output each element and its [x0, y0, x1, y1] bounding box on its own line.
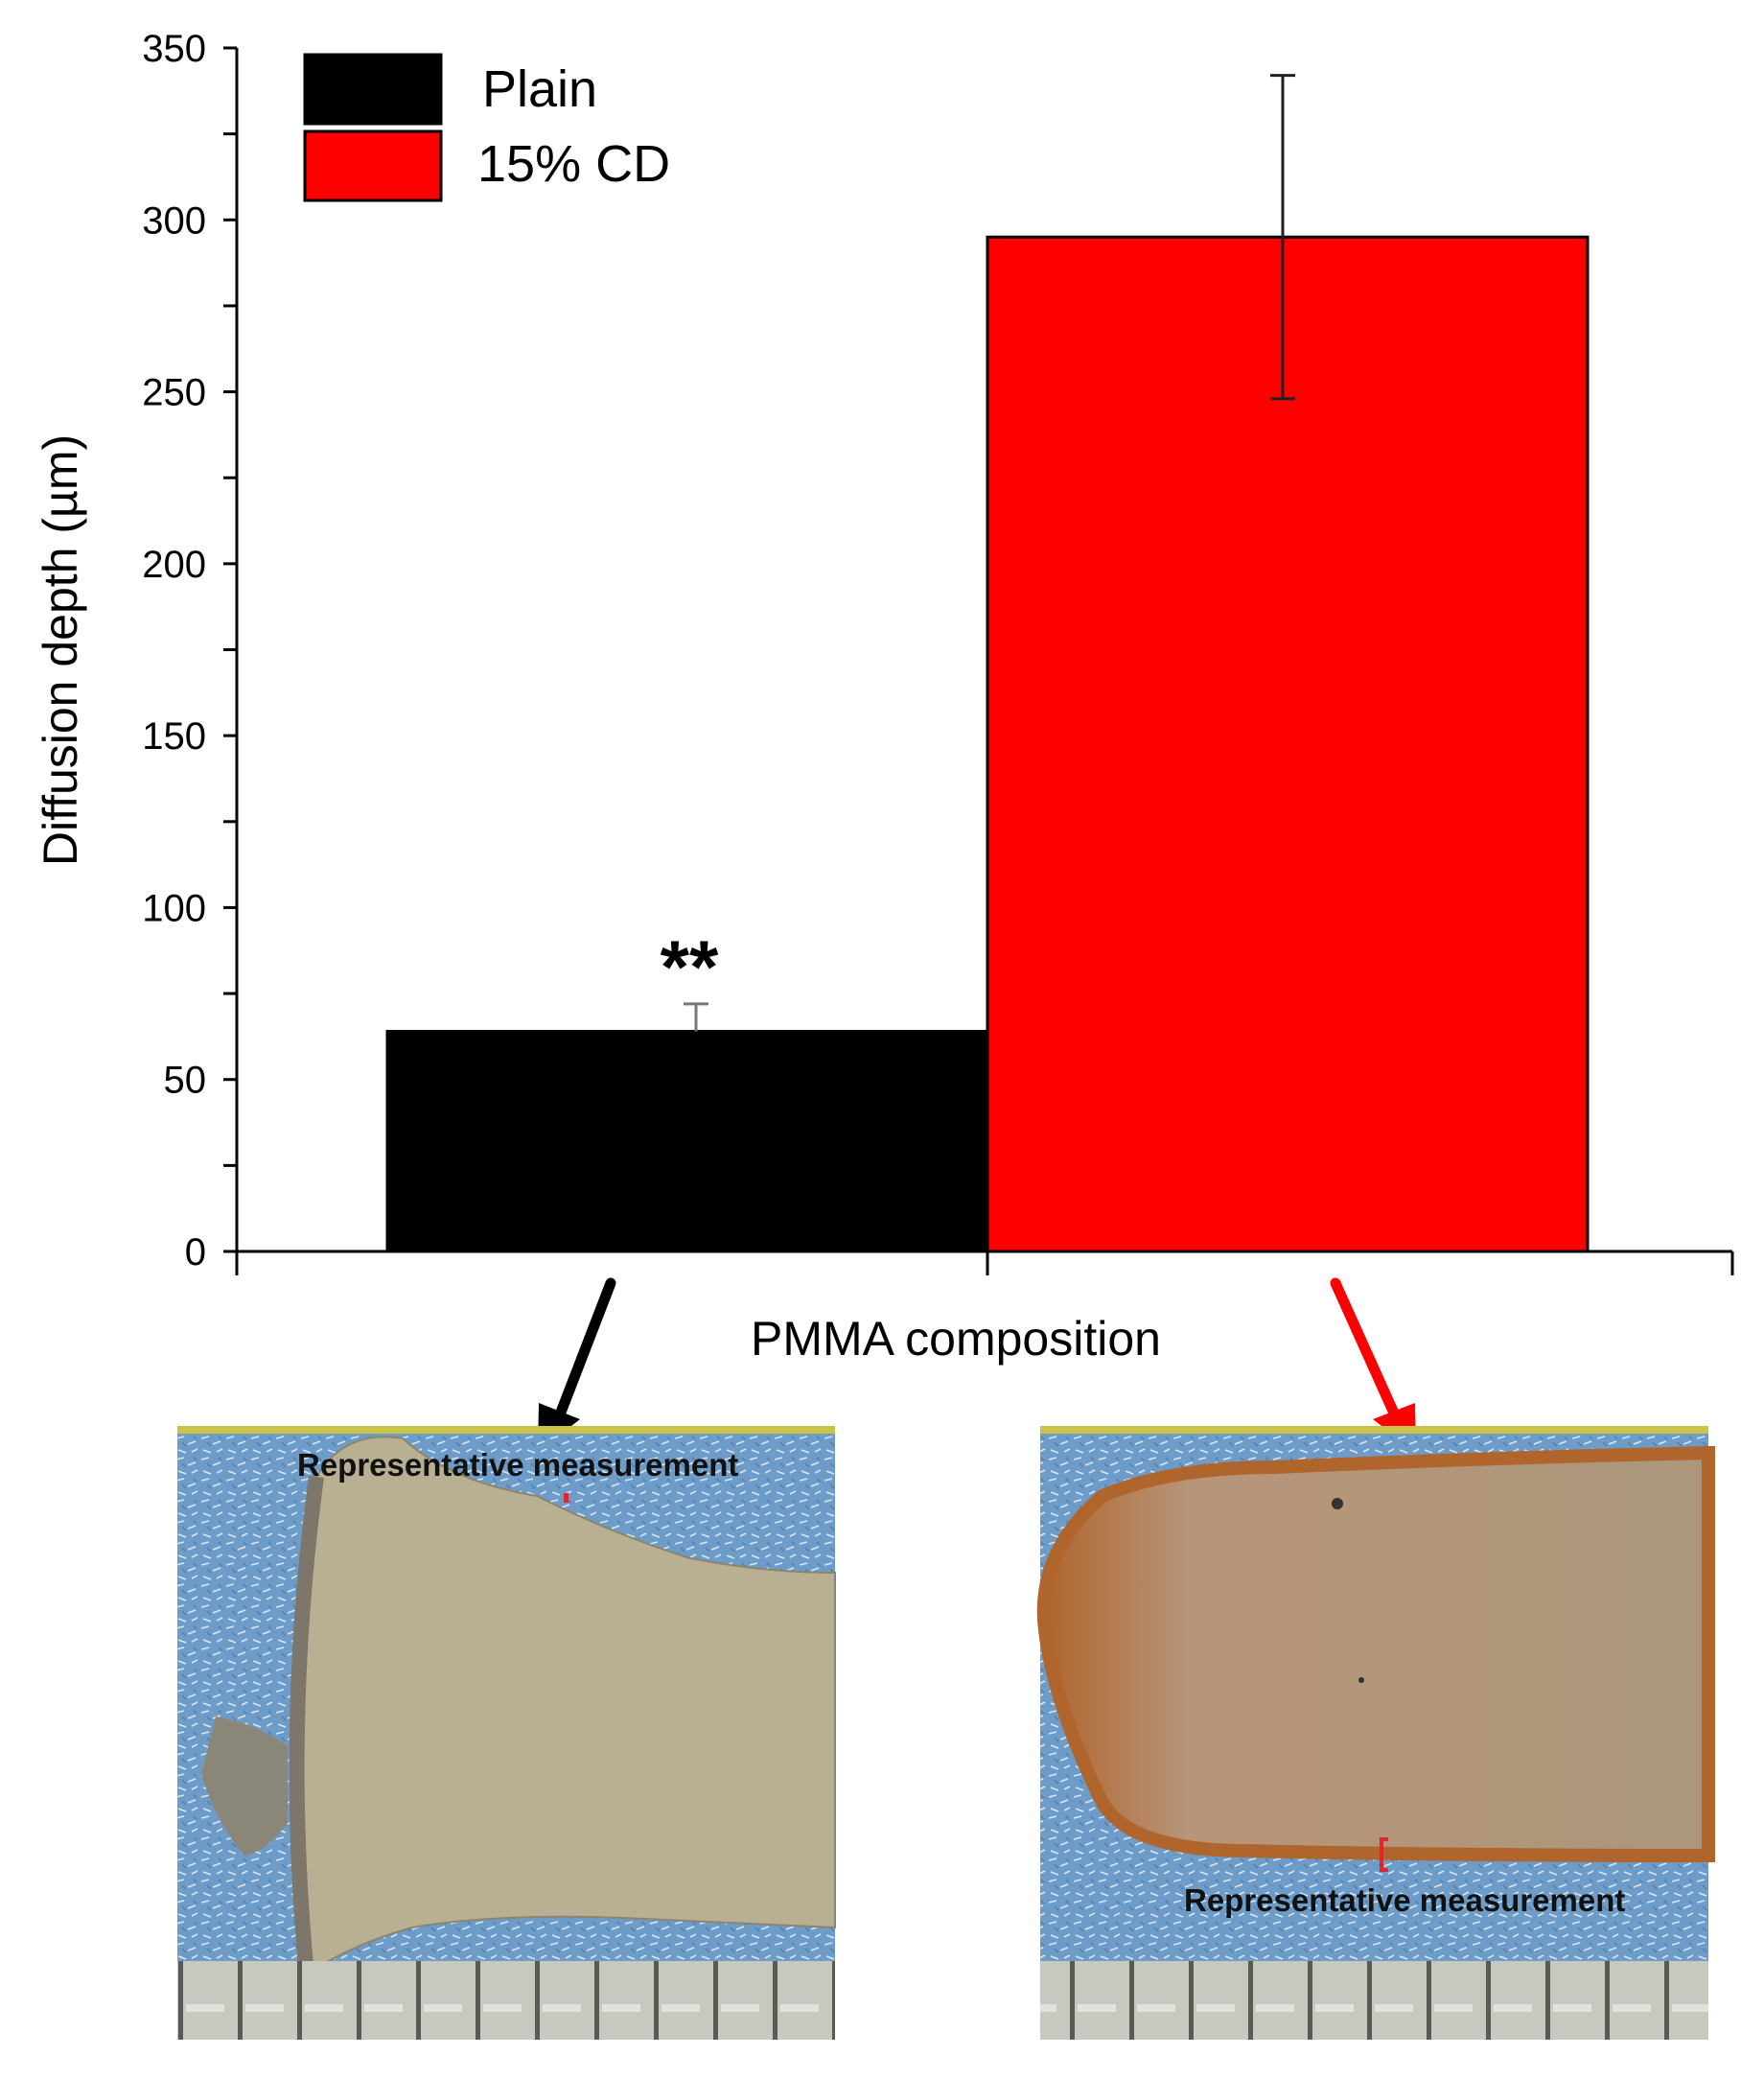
legend-swatch-plain [303, 53, 443, 126]
y-tick-label-300: 300 [142, 199, 206, 242]
specimen-plain-tab [201, 1717, 288, 1856]
x-ticks [235, 1251, 1734, 1275]
y-tick-label-350: 350 [142, 28, 206, 70]
x-axis-label: PMMA composition [751, 1312, 1161, 1366]
y-axis-label: Diffusion depth (µm) [34, 434, 87, 866]
error-bar-plain [684, 1002, 708, 1032]
error-bars [684, 74, 1295, 1032]
photo-label-15-cd: Representative measurement [1184, 1882, 1625, 1918]
ruler-15-cd [1040, 1961, 1708, 2040]
bar-plain [385, 1030, 989, 1253]
photo-label-plain: Representative measurement [297, 1447, 738, 1483]
photo-plain: Representative measurement [177, 1426, 836, 2040]
bar-15-cd [986, 235, 1590, 1253]
photo-15-cd: Representative measurement [1036, 1426, 1715, 2040]
legend-label-15-cd: 15% CD [477, 135, 670, 193]
legend-swatch-15-cd [303, 129, 443, 202]
y-tick-labels: 0 50 100 150 200 250 300 350 [142, 28, 206, 1273]
y-ticks [223, 46, 237, 1253]
error-bar-15-cd [1270, 74, 1295, 401]
specimen-15-cd [1036, 1445, 1715, 1863]
y-tick-label-200: 200 [142, 544, 206, 586]
y-tick-label-250: 250 [142, 372, 206, 414]
significance-label: ** [661, 924, 719, 1009]
y-tick-label-100: 100 [142, 887, 206, 929]
legend-label-plain: Plain [482, 60, 597, 118]
bars [385, 235, 1590, 1253]
y-tick-label-0: 0 [185, 1231, 206, 1273]
ruler-plain [177, 1961, 835, 2040]
legend: Plain 15% CD [303, 53, 670, 202]
y-tick-label-150: 150 [142, 715, 206, 758]
y-tick-label-50: 50 [164, 1060, 207, 1102]
